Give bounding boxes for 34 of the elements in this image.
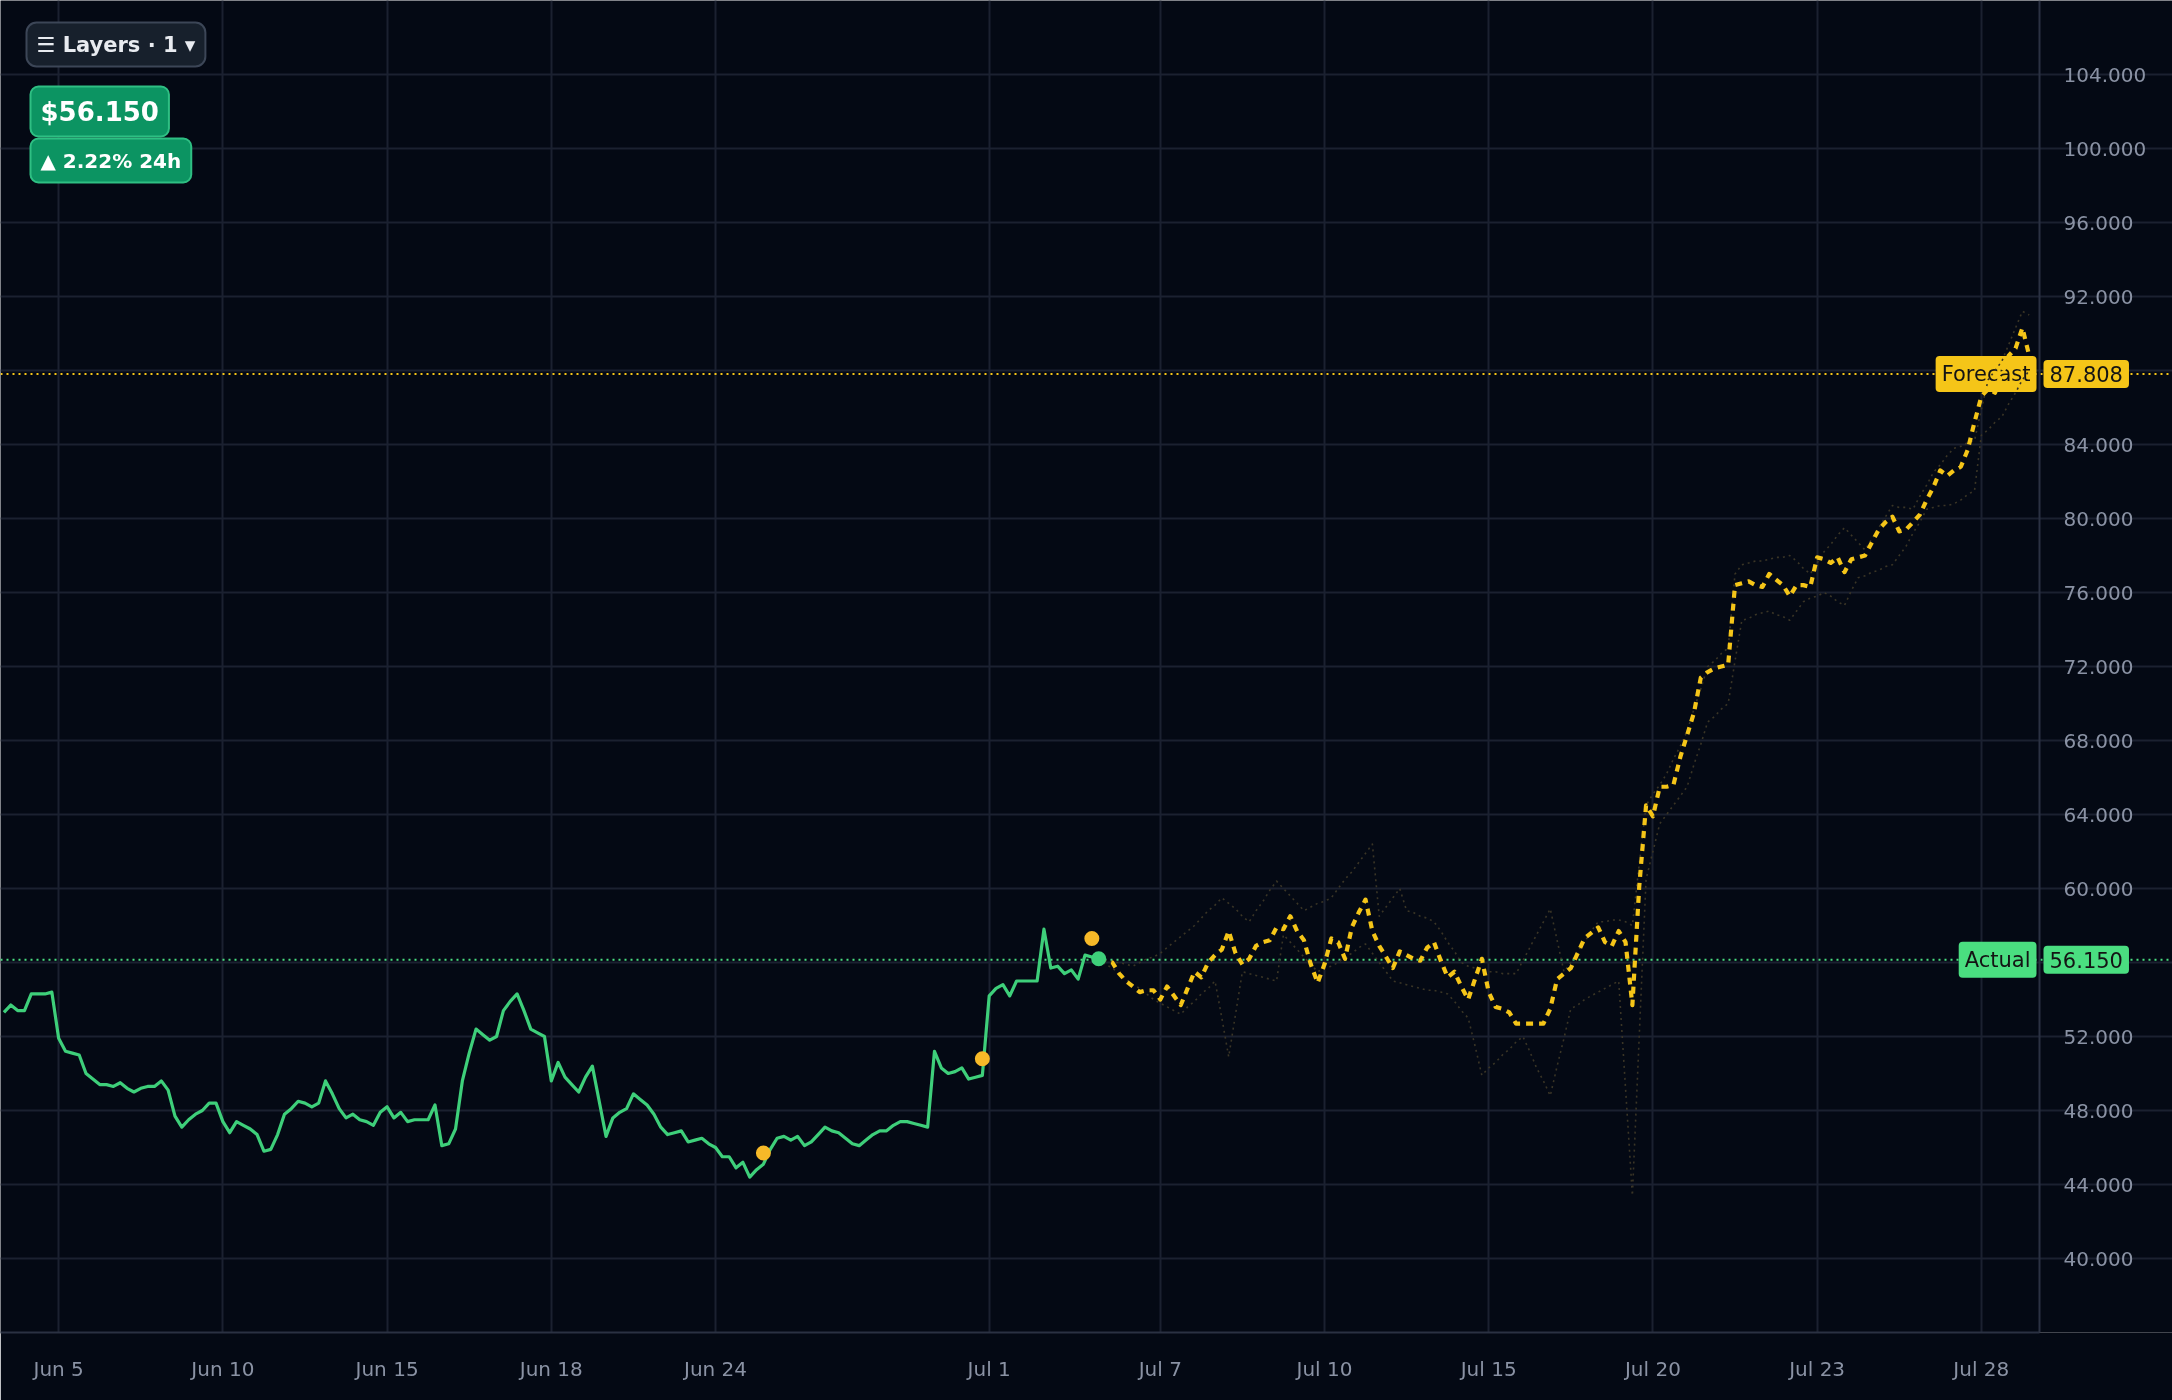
y-tick-label: 64.000	[2063, 802, 2134, 827]
x-tick-label: Jul 15	[1458, 1356, 1517, 1381]
y-tick-label: 48.000	[2063, 1098, 2134, 1123]
x-tick-label: Jun 10	[189, 1356, 255, 1381]
annotation: $56.150	[40, 96, 159, 127]
y-tick-label: 80.000	[2063, 506, 2134, 531]
x-tick-label: Jun 15	[353, 1356, 419, 1381]
annotation: ▲ 2.22% 24h	[40, 148, 182, 173]
y-tick-label: 96.000	[2063, 210, 2134, 235]
x-tick-label: Jul 7	[1136, 1356, 1182, 1381]
x-tick-label: Jul 1	[965, 1356, 1011, 1381]
annotation: 87.808	[2049, 363, 2123, 388]
y-tick-label: 60.000	[2063, 876, 2134, 901]
x-tick-label: Jul 20	[1622, 1356, 1681, 1381]
y-tick-label: 44.000	[2063, 1172, 2134, 1197]
x-tick-label: Jul 23	[1787, 1356, 1846, 1381]
x-tick-label: Jun 18	[517, 1356, 583, 1381]
x-tick-label: Jul 28	[1951, 1356, 2010, 1381]
x-tick-label: Jun 24	[681, 1356, 748, 1381]
y-tick-label: 104.000	[2063, 62, 2147, 87]
y-tick-label: 68.000	[2063, 728, 2134, 753]
y-tick-label: 52.000	[2063, 1024, 2134, 1049]
y-tick-label: 40.000	[2063, 1246, 2134, 1271]
x-tick-label: Jul 10	[1294, 1356, 1353, 1381]
y-tick-label: 100.000	[2063, 136, 2147, 161]
annotation: ☰ Layers · 1 ▾	[36, 32, 196, 57]
ref-line-label: Forecast	[1941, 362, 2031, 387]
y-tick-label: 92.000	[2063, 284, 2134, 309]
y-tick-label: 72.000	[2063, 654, 2134, 679]
ref-line-label: Actual	[1964, 947, 2031, 972]
annotation: 56.150	[2049, 948, 2123, 973]
y-tick-label: 84.000	[2063, 432, 2134, 457]
y-tick-label: 76.000	[2063, 580, 2134, 605]
x-tick-label: Jun 5	[31, 1356, 84, 1381]
